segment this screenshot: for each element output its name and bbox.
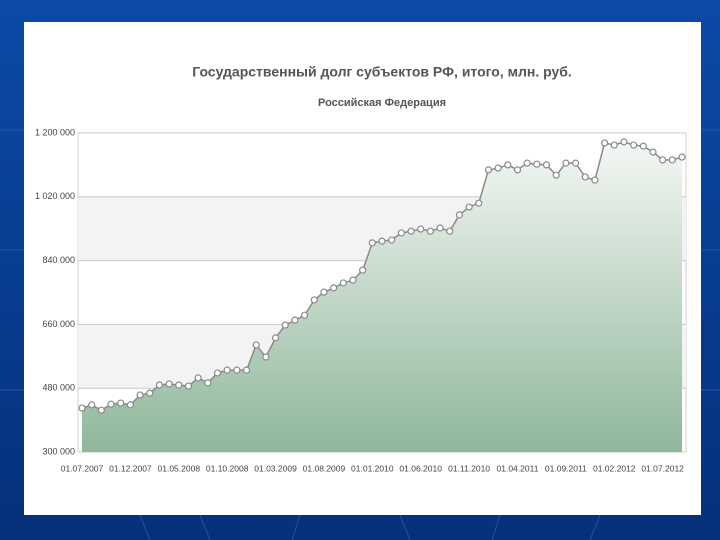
x-tick-label: 01.01.2010	[351, 463, 394, 473]
point	[475, 199, 483, 207]
point	[252, 341, 260, 349]
point	[484, 166, 493, 174]
point	[78, 404, 86, 412]
point	[136, 391, 144, 399]
point	[97, 406, 105, 414]
x-tick-label: 01.07.2007	[61, 463, 104, 473]
point	[184, 382, 193, 390]
point	[339, 279, 347, 287]
point	[175, 381, 183, 389]
y-tick-label: 480 000	[42, 383, 75, 393]
point	[88, 401, 96, 409]
point	[446, 227, 454, 235]
x-tick-label: 01.04.2011	[497, 463, 539, 473]
y-tick-label: 300 000	[42, 446, 75, 456]
point	[204, 379, 212, 387]
point	[397, 229, 405, 237]
point	[262, 353, 270, 361]
x-tick-label: 01.10.2008	[206, 463, 249, 473]
point	[223, 366, 231, 374]
point	[639, 142, 647, 150]
point	[271, 334, 280, 342]
point	[630, 141, 638, 149]
point	[310, 296, 318, 304]
point	[649, 148, 657, 156]
point	[242, 366, 251, 374]
chart-subtitle: Российская Федерация	[318, 97, 446, 109]
point	[581, 173, 589, 181]
x-tick-label: 01.05.2008	[158, 463, 201, 473]
point	[542, 161, 551, 169]
point	[417, 225, 425, 233]
point	[552, 171, 560, 179]
point	[388, 236, 396, 244]
point	[300, 311, 309, 319]
point	[117, 399, 125, 407]
point	[213, 369, 222, 377]
x-tick-label: 01.06.2010	[399, 463, 442, 473]
x-tick-label: 01.07.2012	[641, 463, 684, 473]
point	[320, 288, 328, 296]
point	[291, 316, 299, 324]
point	[678, 153, 686, 161]
background-pattern	[0, 129, 720, 540]
point	[562, 159, 570, 167]
point	[233, 366, 241, 374]
point	[426, 227, 434, 235]
point	[620, 138, 628, 146]
point	[155, 381, 164, 389]
point	[107, 400, 115, 408]
point	[591, 176, 599, 184]
point	[194, 374, 202, 382]
point	[378, 237, 386, 245]
point	[668, 156, 676, 164]
point	[436, 224, 444, 232]
point	[281, 321, 289, 329]
point	[610, 141, 618, 149]
point	[533, 160, 541, 168]
area-fill	[82, 141, 682, 452]
point	[465, 203, 473, 211]
x-tick-label: 01.09.2011	[545, 463, 587, 473]
point	[349, 276, 357, 284]
point	[513, 166, 522, 174]
point	[146, 389, 154, 397]
point	[165, 380, 173, 388]
point	[494, 164, 502, 172]
x-tick-label: 01.03.2009	[254, 463, 297, 473]
point	[659, 156, 667, 164]
plot: 300 000 480 000 660 000 840 000 1 020 000 1 2…	[35, 127, 686, 473]
y-tick-label: 1 200 000	[35, 127, 75, 137]
y-tick-label: 840 000	[42, 255, 75, 265]
point	[523, 159, 531, 167]
chart-title: Государственный долг субъектов РФ, итого…	[192, 64, 572, 80]
point	[407, 227, 415, 235]
point	[330, 284, 338, 292]
point	[455, 211, 464, 219]
x-tick-label: 01.02.2012	[593, 463, 636, 473]
point	[600, 139, 609, 147]
point	[359, 266, 367, 274]
point	[504, 161, 512, 169]
point	[571, 159, 580, 167]
point	[368, 239, 376, 247]
point	[126, 401, 134, 409]
x-tick-label: 01.12.2007	[109, 463, 152, 473]
x-tick-label: 01.11.2010	[448, 463, 490, 473]
x-tick-label: 01.08.2009	[303, 463, 346, 473]
y-tick-label: 660 000	[42, 319, 75, 329]
y-tick-label: 1 020 000	[35, 191, 75, 201]
